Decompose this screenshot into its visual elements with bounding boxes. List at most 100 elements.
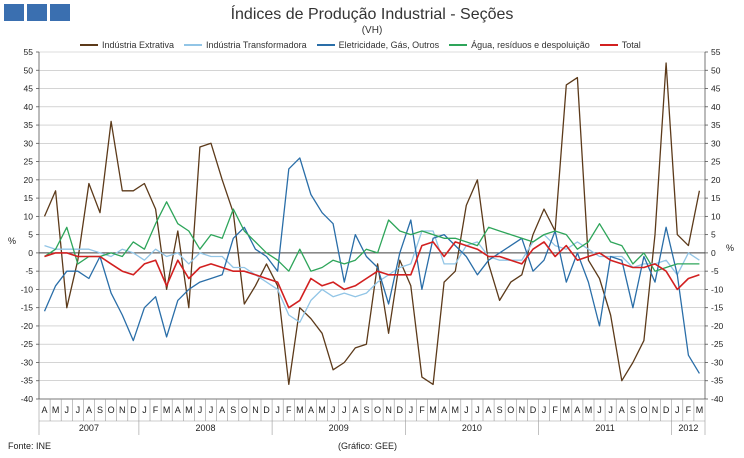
- y-tick-label-right: 35: [711, 120, 721, 130]
- year-label: 2009: [329, 423, 349, 433]
- y-tick-label-right: 25: [711, 157, 721, 167]
- y-tick-label-left: 20: [24, 175, 34, 185]
- legend-item: Indústria Extrativa: [80, 40, 174, 50]
- x-tick-label: J: [542, 405, 547, 415]
- x-tick-label: A: [219, 405, 225, 415]
- x-tick-label: M: [318, 405, 326, 415]
- credit-note: (Gráfico: GEE): [338, 441, 398, 451]
- x-tick-label: D: [263, 405, 270, 415]
- x-tick-label: J: [76, 405, 81, 415]
- x-tick-label: A: [574, 405, 580, 415]
- x-tick-label: N: [119, 405, 126, 415]
- chart-subtitle: (VH): [361, 25, 383, 36]
- logo-square: [27, 4, 47, 21]
- chart-title: Índices de Produção Industrial - Seções: [230, 6, 514, 23]
- series-line: [44, 241, 700, 309]
- y-tick-label-right: 45: [711, 84, 721, 94]
- legend-item: Indústria Transformadora: [184, 40, 307, 50]
- y-tick-label-right: 55: [711, 47, 721, 57]
- y-tick-label-right: 30: [711, 138, 721, 148]
- y-tick-label-left: -30: [21, 357, 34, 367]
- series-line: [43, 62, 701, 386]
- x-tick-label: F: [419, 405, 425, 415]
- year-label: 2007: [79, 423, 99, 433]
- x-tick-label: J: [597, 405, 602, 415]
- x-tick-label: A: [175, 405, 181, 415]
- x-tick-label: N: [519, 405, 526, 415]
- x-tick-label: D: [530, 405, 537, 415]
- x-tick-label: A: [42, 405, 48, 415]
- x-tick-label: S: [630, 405, 636, 415]
- legend-label: Eletricidade, Gás, Outros: [338, 40, 440, 50]
- year-label: 2008: [195, 423, 215, 433]
- y-tick-label-right: 5: [711, 230, 716, 240]
- y-tick-label-left: 10: [24, 211, 34, 221]
- x-tick-label: A: [619, 405, 625, 415]
- y-tick-label-right: -35: [711, 376, 724, 386]
- x-tick-label: O: [507, 405, 514, 415]
- x-tick-label: S: [363, 405, 369, 415]
- legend-item: Água, resíduos e despoluição: [449, 40, 590, 50]
- logo-square: [4, 4, 24, 21]
- y-axis-label-left: %: [8, 236, 16, 246]
- y-tick-label-right: -20: [711, 321, 724, 331]
- x-tick-label: M: [52, 405, 60, 415]
- year-label: 2012: [678, 423, 698, 433]
- x-tick-label: J: [209, 405, 214, 415]
- x-tick-label: M: [185, 405, 193, 415]
- x-tick-label: D: [663, 405, 670, 415]
- y-tick-label-left: 5: [28, 230, 33, 240]
- x-tick-label: J: [475, 405, 480, 415]
- legend-swatch: [80, 44, 98, 46]
- y-tick-label-right: -15: [711, 303, 724, 313]
- y-tick-label-left: -25: [21, 339, 34, 349]
- legend-swatch: [449, 44, 468, 46]
- x-tick-label: J: [675, 405, 680, 415]
- y-tick-label-left: -15: [21, 303, 34, 313]
- y-tick-label-right: 40: [711, 102, 721, 112]
- y-tick-label-right: 20: [711, 175, 721, 185]
- x-tick-label: S: [497, 405, 503, 415]
- x-tick-label: A: [308, 405, 314, 415]
- year-label: 2011: [595, 423, 614, 433]
- x-tick-label: F: [286, 405, 292, 415]
- x-tick-label: M: [563, 405, 571, 415]
- x-tick-label: D: [130, 405, 137, 415]
- y-tick-label-left: 50: [24, 65, 34, 75]
- x-tick-label: F: [552, 405, 558, 415]
- y-tick-label-left: -5: [25, 266, 33, 276]
- legend-swatch: [184, 44, 203, 46]
- legend-item: Total: [599, 40, 641, 50]
- x-tick-label: J: [65, 405, 70, 415]
- legend-label: Total: [621, 40, 641, 50]
- y-tick-label-right: 15: [711, 193, 721, 203]
- x-tick-label: F: [686, 405, 692, 415]
- y-tick-label-left: -35: [21, 376, 34, 386]
- legend-swatch: [599, 44, 618, 46]
- y-tick-label-left: 15: [24, 193, 34, 203]
- y-tick-label-right: -5: [711, 266, 719, 276]
- legend-label: Indústria Extrativa: [102, 40, 175, 50]
- y-tick-label-right: -30: [711, 357, 724, 367]
- y-tick-label-left: -20: [21, 321, 34, 331]
- x-tick-label: D: [397, 405, 404, 415]
- x-tick-label: J: [198, 405, 203, 415]
- x-tick-label: J: [331, 405, 336, 415]
- x-tick-label: M: [585, 405, 593, 415]
- y-tick-label-left: 25: [24, 157, 34, 167]
- series-line: [44, 230, 700, 323]
- x-tick-label: M: [429, 405, 437, 415]
- y-tick-label-right: -25: [711, 339, 724, 349]
- x-tick-label: J: [409, 405, 414, 415]
- y-tick-label-left: 55: [24, 47, 34, 57]
- x-tick-label: A: [86, 405, 92, 415]
- logo-square: [50, 4, 70, 21]
- x-tick-label: N: [385, 405, 392, 415]
- y-axis-label-right: %: [726, 243, 734, 253]
- year-label: 2010: [462, 423, 482, 433]
- x-tick-label: N: [652, 405, 659, 415]
- x-tick-label: S: [97, 405, 103, 415]
- y-tick-label-left: 45: [24, 84, 34, 94]
- x-tick-label: J: [342, 405, 347, 415]
- x-tick-label: M: [163, 405, 171, 415]
